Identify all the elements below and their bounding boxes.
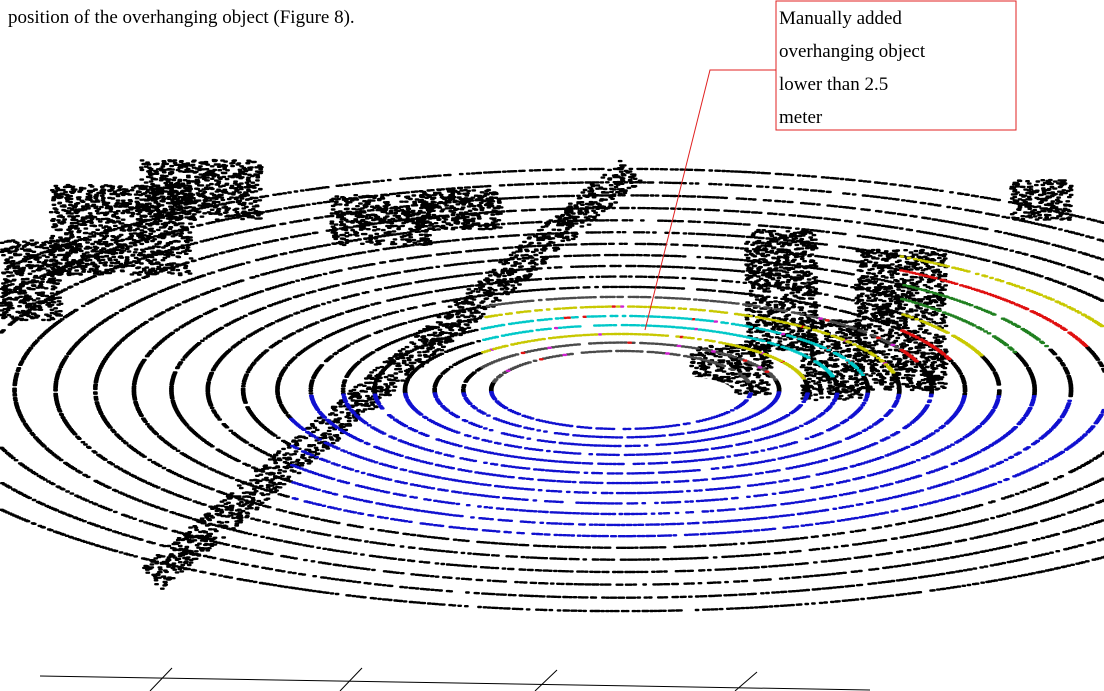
axes <box>40 668 870 691</box>
annotation-line: overhanging object <box>779 41 926 62</box>
gap-ellipse <box>508 372 732 408</box>
figure: position of the overhanging object (Figu… <box>0 0 1104 691</box>
annotation-line: Manually added <box>779 8 902 29</box>
annotation: Manually added overhanging object lower … <box>645 1 1016 330</box>
axis-line <box>40 676 870 690</box>
axis-tick <box>150 668 172 691</box>
axis-tick <box>340 668 362 691</box>
axis-tick <box>535 670 557 691</box>
point-group <box>290 392 1104 536</box>
page: position of the overhanging object (Figu… <box>0 0 1104 691</box>
annotation-line: lower than 2.5 <box>779 74 888 95</box>
body-text: position of the overhanging object (Figu… <box>8 7 355 28</box>
annotation-line: meter <box>779 107 823 128</box>
